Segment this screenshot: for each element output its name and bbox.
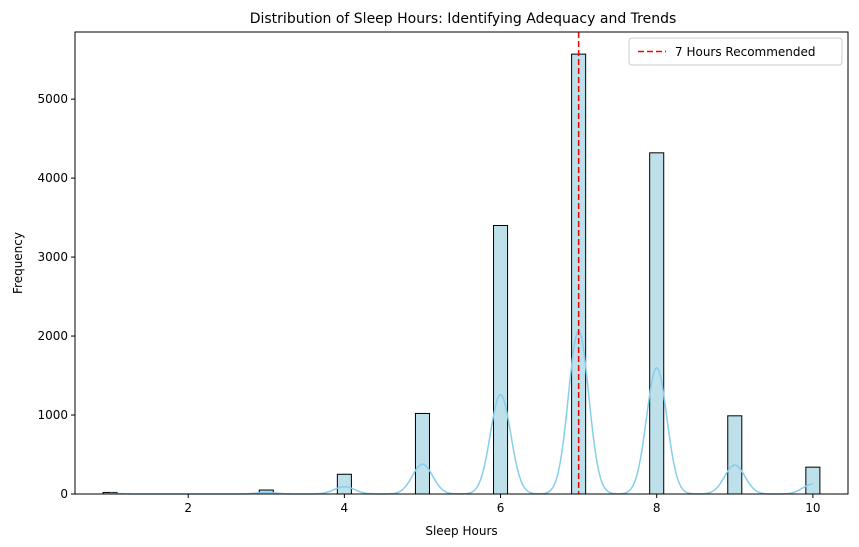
y-tick-label: 2000 — [37, 329, 68, 343]
kde-group — [110, 330, 813, 495]
kde-curve — [110, 330, 813, 495]
bar-8 — [649, 152, 665, 495]
legend: 7 Hours Recommended — [628, 37, 843, 66]
y-axis-label: Frequency — [11, 232, 25, 294]
plot-frame — [74, 31, 849, 495]
legend-box — [628, 37, 843, 66]
x-tick-label: 8 — [653, 501, 661, 515]
bar-10 — [805, 466, 821, 495]
x-tick-label: 2 — [184, 501, 192, 515]
bar-5 — [414, 412, 430, 495]
bars-group — [102, 53, 821, 495]
chart-title: Distribution of Sleep Hours: Identifying… — [250, 11, 677, 27]
y-tick-label: 5000 — [37, 92, 68, 106]
y-axis-ticks: 0 1000 2000 3000 4000 5000 — [37, 92, 75, 501]
y-tick-label: 4000 — [37, 171, 68, 185]
x-axis-label: Sleep Hours — [425, 524, 497, 538]
x-tick-label: 6 — [497, 501, 505, 515]
legend-label: 7 Hours Recommended — [675, 45, 816, 59]
bar-9 — [727, 415, 743, 495]
bar-4 — [336, 473, 352, 495]
y-tick-label: 0 — [60, 487, 68, 501]
y-tick-label: 1000 — [37, 408, 68, 422]
x-axis-ticks: 2 4 6 8 10 — [184, 494, 821, 515]
bar-6 — [493, 224, 509, 495]
y-tick-label: 3000 — [37, 250, 68, 264]
x-tick-label: 10 — [805, 501, 820, 515]
x-tick-label: 4 — [341, 501, 349, 515]
